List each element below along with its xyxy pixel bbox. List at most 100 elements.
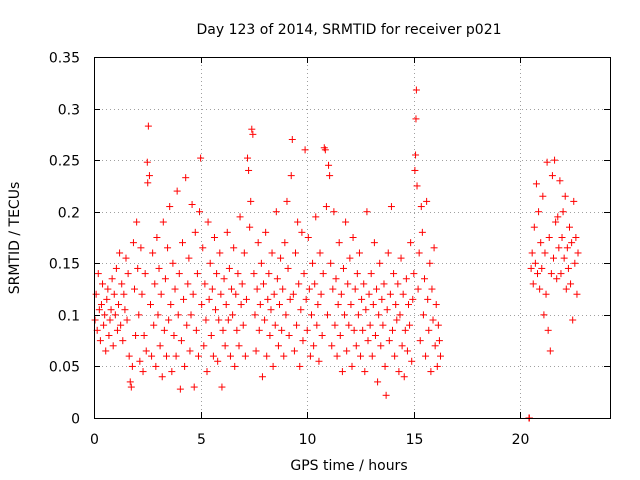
data-point	[407, 239, 415, 247]
data-point	[412, 151, 420, 159]
data-point	[233, 326, 241, 334]
data-point	[125, 352, 133, 360]
data-point	[310, 342, 318, 350]
data-point	[118, 280, 126, 288]
data-point	[143, 158, 151, 166]
data-point	[213, 270, 221, 278]
data-point	[337, 290, 345, 298]
data-point	[165, 316, 173, 324]
y-tick-label: 0.3	[58, 103, 80, 119]
data-point	[564, 264, 572, 272]
data-point	[321, 146, 329, 154]
data-point	[240, 249, 248, 257]
data-point	[316, 249, 324, 257]
data-point	[532, 180, 540, 188]
data-point	[244, 154, 252, 162]
data-point	[168, 368, 176, 376]
data-point	[216, 249, 224, 257]
data-point	[552, 218, 560, 226]
data-point	[371, 331, 379, 339]
data-point	[271, 321, 279, 329]
data-point	[572, 234, 580, 241]
data-point	[541, 249, 549, 257]
data-point	[573, 290, 581, 298]
data-point	[265, 270, 273, 278]
data-point	[395, 368, 403, 376]
data-point	[158, 373, 166, 381]
data-point	[353, 270, 361, 278]
data-point	[543, 158, 551, 166]
data-point	[351, 285, 359, 293]
data-point	[248, 125, 256, 133]
data-point	[277, 254, 285, 262]
data-point	[373, 285, 381, 293]
data-point	[94, 270, 102, 278]
data-point	[560, 254, 568, 262]
data-point	[155, 264, 163, 272]
data-point	[237, 301, 245, 309]
data-point	[263, 352, 271, 360]
data-point	[425, 326, 433, 334]
data-point	[391, 352, 399, 360]
data-point	[276, 301, 284, 309]
data-point	[357, 352, 365, 360]
data-point	[174, 311, 182, 319]
data-point	[410, 270, 418, 278]
data-point	[164, 244, 172, 252]
data-point	[135, 311, 143, 319]
data-point	[170, 331, 178, 339]
data-point	[217, 290, 225, 298]
data-point	[107, 306, 115, 314]
data-point	[361, 368, 369, 376]
data-point	[354, 311, 362, 319]
data-point	[568, 239, 576, 247]
data-point	[193, 270, 201, 278]
data-point	[253, 285, 261, 293]
data-point	[142, 347, 150, 355]
data-point	[329, 285, 337, 293]
data-point	[290, 347, 298, 355]
data-point	[549, 254, 557, 262]
data-point	[269, 362, 277, 370]
data-point	[558, 234, 566, 241]
data-point	[175, 270, 183, 278]
data-point	[270, 290, 278, 298]
data-point	[304, 234, 312, 241]
data-point	[284, 264, 292, 272]
data-point	[197, 154, 205, 162]
data-point	[257, 259, 265, 267]
data-point	[317, 290, 325, 298]
data-point	[434, 321, 442, 329]
data-point	[409, 295, 417, 303]
data-point	[128, 362, 136, 370]
data-point	[569, 316, 577, 324]
data-point	[427, 368, 435, 376]
data-point	[124, 270, 132, 278]
data-point	[342, 218, 350, 226]
data-point	[192, 326, 200, 334]
data-point	[429, 316, 437, 324]
data-point	[402, 275, 410, 283]
data-point	[185, 254, 193, 262]
data-point	[138, 290, 146, 298]
data-point	[101, 311, 109, 319]
data-point	[262, 228, 270, 236]
data-point	[223, 228, 231, 236]
data-point	[379, 321, 387, 329]
data-point	[261, 316, 269, 324]
data-point	[364, 337, 372, 345]
data-point	[319, 270, 327, 278]
data-point	[422, 352, 430, 360]
data-point	[355, 249, 363, 257]
data-point	[565, 223, 573, 231]
data-point	[279, 285, 287, 293]
data-point	[419, 311, 427, 319]
data-point	[255, 326, 263, 334]
data-point	[264, 295, 272, 303]
data-point	[349, 234, 357, 241]
data-point	[574, 249, 582, 257]
data-point	[548, 172, 556, 180]
data-point	[182, 174, 190, 182]
data-point	[375, 311, 383, 319]
data-point	[278, 326, 286, 334]
